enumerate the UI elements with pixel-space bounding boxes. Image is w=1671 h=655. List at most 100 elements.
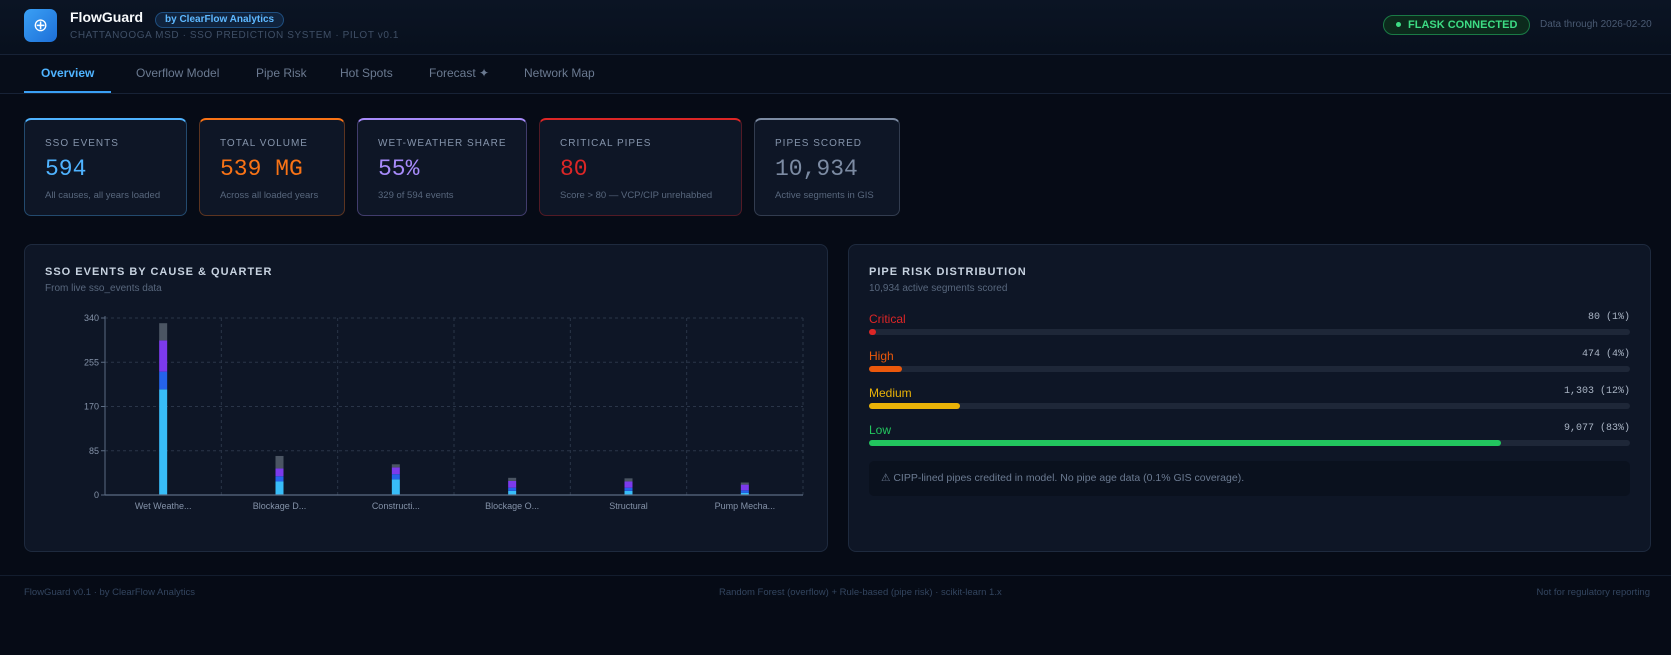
risk-label: Low (869, 423, 892, 437)
app-title: FlowGuard (70, 9, 144, 25)
y-tick-label: 170 (84, 402, 99, 412)
risk-bar-track (869, 440, 1630, 446)
kpi-label: WET-WEATHER SHARE (378, 138, 507, 149)
bar-segment-q1 (740, 492, 749, 495)
kpi-value: 80 (560, 156, 588, 182)
bar-segment-q2 (740, 490, 749, 493)
kpi-card-total-volume: TOTAL VOLUME 539 MG Across all loaded ye… (199, 118, 345, 216)
x-tick-label: Blockage O... (485, 501, 539, 511)
bar-segment-q1 (391, 479, 400, 495)
tab-pipe-risk[interactable]: Pipe Risk (256, 66, 307, 80)
kpi-label: PIPES SCORED (775, 138, 863, 149)
bar-segment-q3 (508, 480, 517, 488)
risk-label: Medium (869, 386, 912, 400)
kpi-label: SSO EVENTS (45, 138, 119, 149)
connection-status-label: FLASK CONNECTED (1408, 19, 1518, 31)
bar-segment-q3 (624, 481, 633, 488)
company-badge: by ClearFlow Analytics (155, 12, 285, 28)
y-tick-label: 255 (84, 357, 99, 367)
risk-bar-fill (869, 366, 903, 372)
kpi-card-pipes-scored: PIPES SCORED 10,934 Active segments in G… (754, 118, 900, 216)
main-tabs: Overview Overflow Model Pipe Risk Hot Sp… (0, 55, 1671, 94)
bar-segment-q3 (740, 484, 749, 491)
footer-disclaimer: Not for regulatory reporting (1536, 587, 1650, 598)
bar-segment-q3 (391, 467, 400, 475)
bar-segment-q4 (624, 478, 633, 482)
bar-segment-q4 (391, 464, 400, 468)
kpi-subtext: All causes, all years loaded (45, 190, 161, 201)
tab-forecast[interactable]: Forecast ✦ (429, 66, 490, 80)
x-tick-label: Pump Mecha... (715, 501, 776, 511)
kpi-card-critical-pipes: CRITICAL PIPES 80 Score > 80 — VCP/CIP u… (539, 118, 742, 216)
kpi-value: 594 (45, 156, 87, 182)
risk-panel-title: PIPE RISK DISTRIBUTION (869, 266, 1027, 278)
sso-events-chart-panel: SSO EVENTS BY CAUSE & QUARTER From live … (24, 244, 828, 552)
chart-subtitle: From live sso_events data (45, 283, 162, 294)
kpi-subtext: Active segments in GIS (775, 190, 874, 201)
risk-label: High (869, 349, 894, 363)
risk-count: 80 (1%) (1587, 312, 1630, 323)
kpi-subtext: 329 of 594 events (378, 190, 454, 201)
tab-overflow-model[interactable]: Overflow Model (136, 66, 220, 80)
bar-segment-q4 (508, 477, 517, 481)
connection-status-badge: FLASK CONNECTED (1383, 15, 1531, 35)
risk-row-low: Low 9,077 (83%) (869, 423, 1630, 453)
bar-segment-q1 (159, 389, 168, 495)
risk-bar-fill (869, 403, 960, 409)
kpi-card-sso-events: SSO EVENTS 594 All causes, all years loa… (24, 118, 187, 216)
risk-bar-track (869, 329, 1630, 335)
risk-row-critical: Critical 80 (1%) (869, 312, 1630, 342)
pipe-risk-panel: PIPE RISK DISTRIBUTION 10,934 active seg… (848, 244, 1651, 552)
y-tick-label: 340 (84, 313, 99, 323)
crosshair-icon[interactable]: ⊕ (24, 9, 57, 42)
kpi-subtext: Across all loaded years (220, 190, 319, 201)
y-tick-label: 0 (94, 490, 99, 500)
kpi-value: 539 MG (220, 156, 303, 182)
bar-segment-q4 (275, 455, 284, 469)
kpi-card-wet-weather-share: WET-WEATHER SHARE 55% 329 of 594 events (357, 118, 527, 216)
tab-network-map[interactable]: Network Map (524, 66, 595, 80)
risk-row-high: High 474 (4%) (869, 349, 1630, 379)
kpi-value: 55% (378, 156, 420, 182)
bar-segment-q3 (159, 340, 168, 372)
risk-count: 474 (4%) (1581, 349, 1630, 360)
risk-bar-track (869, 366, 1630, 372)
bar-segment-q4 (159, 323, 168, 341)
footer-model-info: Random Forest (overflow) + Rule-based (p… (719, 587, 1002, 598)
bar-segment-q2 (508, 487, 517, 491)
tab-hot-spots[interactable]: Hot Spots (340, 66, 393, 80)
sso-events-chart: 0 85 170 255 340 Wet Weathe... Blockage D... Co… (84, 313, 804, 511)
bar-segment-q1 (624, 490, 633, 495)
risk-bar-track (869, 403, 1630, 409)
kpi-value: 10,934 (775, 156, 858, 182)
data-through-date: Data through 2026-02-20 (1540, 19, 1652, 30)
kpi-subtext: Score > 80 — VCP/CIP unrehabbed (560, 190, 713, 201)
bar-segment-q1 (275, 481, 284, 495)
kpi-label: CRITICAL PIPES (560, 138, 652, 149)
bar-segment-q2 (159, 371, 168, 390)
risk-row-medium: Medium 1,303 (12%) (869, 386, 1630, 416)
footer-version: FlowGuard v0.1 · by ClearFlow Analytics (24, 587, 196, 598)
bar-segment-q4 (740, 482, 749, 485)
bar-segment-q1 (508, 490, 517, 495)
y-tick-label: 85 (89, 446, 99, 456)
x-tick-label: Structural (609, 501, 648, 511)
model-note: ⚠ CIPP-lined pipes credited in model. No… (869, 461, 1630, 496)
x-tick-label: Constructi... (372, 501, 420, 511)
bar-segment-q2 (624, 487, 633, 491)
tab-overview[interactable]: Overview (24, 55, 112, 93)
risk-label: Critical (869, 312, 906, 326)
kpi-label: TOTAL VOLUME (220, 138, 308, 149)
risk-bar-fill (869, 440, 1501, 446)
footer-divider (0, 575, 1671, 576)
risk-count: 1,303 (12%) (1563, 386, 1630, 397)
bar-segment-q2 (275, 476, 284, 482)
x-tick-label: Blockage D... (253, 501, 307, 511)
risk-panel-subtitle: 10,934 active segments scored (869, 283, 1008, 294)
x-tick-label: Wet Weathe... (135, 501, 192, 511)
risk-bar-fill (869, 329, 876, 335)
bar-segment-q3 (275, 468, 284, 477)
chart-title: SSO EVENTS BY CAUSE & QUARTER (45, 266, 273, 278)
bar-segment-q2 (391, 474, 400, 480)
risk-count: 9,077 (83%) (1563, 423, 1630, 434)
